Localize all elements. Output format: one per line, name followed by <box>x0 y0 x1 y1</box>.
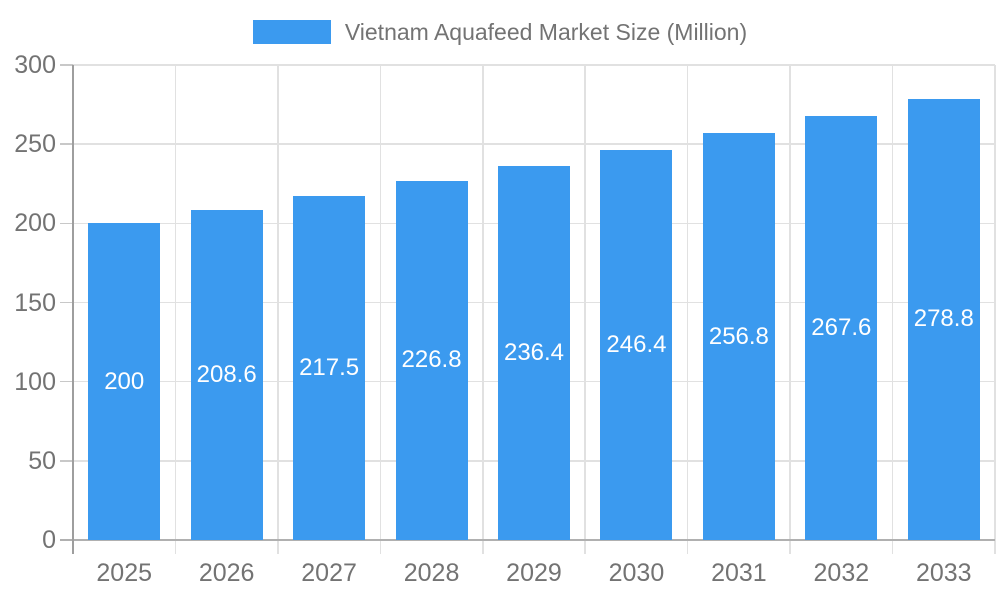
x-gridline <box>584 65 586 554</box>
bar[interactable]: 217.5 <box>293 195 366 540</box>
y-axis-line <box>72 65 74 554</box>
y-axis-tick <box>60 222 73 225</box>
y-axis-label: 200 <box>14 209 56 238</box>
x-gridline <box>174 65 177 554</box>
bar-value-label: 217.5 <box>299 353 360 381</box>
bar-value-label: 208.6 <box>196 360 257 388</box>
bar[interactable]: 256.8 <box>702 133 775 540</box>
y-axis-tick <box>60 380 73 383</box>
bar-value-label: 226.8 <box>401 346 462 374</box>
bar[interactable]: 200 <box>88 223 161 540</box>
bar[interactable]: 278.8 <box>907 98 980 540</box>
x-axis-label: 2032 <box>813 559 870 587</box>
bar-value-label: 267.6 <box>811 314 872 342</box>
x-axis-label: 2030 <box>608 559 665 587</box>
bar[interactable]: 208.6 <box>190 209 263 540</box>
bar-value-label: 246.4 <box>606 330 667 358</box>
bar[interactable]: 246.4 <box>600 149 673 540</box>
bar[interactable]: 226.8 <box>395 180 468 540</box>
x-axis-label: 2029 <box>506 559 562 587</box>
legend-swatch <box>252 20 331 44</box>
y-axis-label: 50 <box>28 446 56 475</box>
y-axis-tick <box>60 143 73 145</box>
y-axis-label: 300 <box>14 51 56 79</box>
y-axis-tick <box>60 301 73 304</box>
x-axis-label: 2025 <box>96 559 153 587</box>
bar-value-label: 256.8 <box>708 322 769 350</box>
legend[interactable]: Vietnam Aquafeed Market Size (Million) <box>0 18 1000 46</box>
bar-value-label: 236.4 <box>503 338 565 366</box>
y-gridline <box>73 64 995 66</box>
x-gridline <box>482 65 484 554</box>
x-axis-label: 2033 <box>915 559 972 587</box>
bar-value-label: 278.8 <box>913 305 974 333</box>
y-gridline <box>73 143 995 145</box>
x-gridline <box>277 65 279 554</box>
x-gridline <box>789 65 791 554</box>
x-gridline <box>891 65 894 554</box>
y-axis-tick <box>60 64 73 66</box>
x-axis-label: 2026 <box>198 559 255 587</box>
y-axis-label: 250 <box>14 130 56 159</box>
legend-label: Vietnam Aquafeed Market Size (Million) <box>344 19 748 45</box>
y-axis-label: 150 <box>14 288 56 317</box>
x-axis-label: 2027 <box>301 559 357 587</box>
x-gridline <box>379 65 382 554</box>
y-axis-label: 0 <box>42 526 56 554</box>
bar[interactable]: 267.6 <box>805 116 878 540</box>
bar[interactable]: 236.4 <box>498 165 570 540</box>
y-axis-label: 100 <box>14 367 56 396</box>
x-gridline <box>686 65 689 554</box>
y-axis-tick <box>60 460 73 462</box>
x-gridline <box>994 65 996 554</box>
x-axis-label: 2028 <box>403 559 460 587</box>
x-axis-line <box>60 539 995 541</box>
bar-value-label: 200 <box>104 367 145 395</box>
x-axis-label: 2031 <box>711 559 767 587</box>
